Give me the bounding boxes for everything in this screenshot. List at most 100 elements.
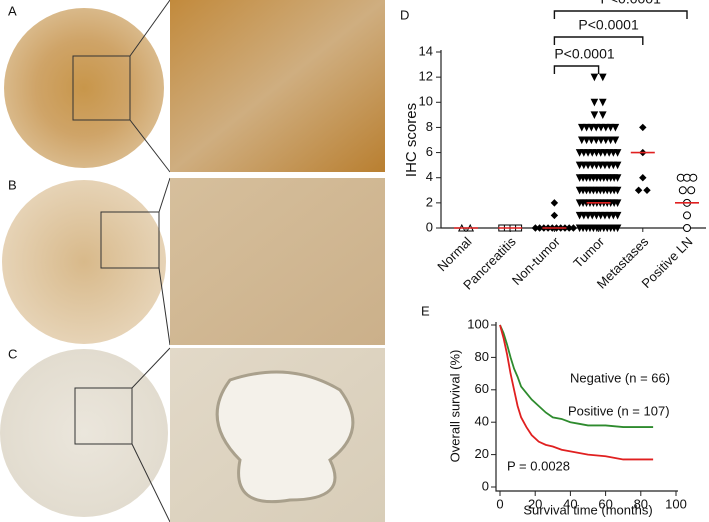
- y-tick-label: 6: [426, 144, 433, 159]
- zoom-line: [158, 267, 171, 346]
- panel-label: A: [8, 3, 17, 18]
- y-tick-label: 20: [475, 446, 489, 461]
- survival-curve: [499, 324, 654, 461]
- y-tick-label: 10: [419, 94, 433, 109]
- significance-bracket: [553, 65, 600, 74]
- p-value: P<0.0001: [578, 17, 639, 33]
- data-point: [582, 123, 591, 132]
- x-tick-label: 80: [634, 496, 648, 511]
- x-tick-label: 20: [528, 496, 542, 511]
- data-point: [597, 123, 605, 132]
- x-tick-label: 0: [496, 496, 503, 511]
- data-point: [683, 224, 691, 232]
- y-tick-label: 8: [426, 119, 433, 134]
- y-axis-label: Overall survival (%): [447, 350, 462, 463]
- y-tick-label: 40: [475, 414, 489, 429]
- tissue-core: [4, 8, 164, 168]
- zoom-box: [74, 387, 133, 445]
- data-point: [678, 186, 687, 195]
- data-point: [587, 123, 596, 132]
- panel-label: D: [400, 7, 409, 22]
- x-tick-label: 100: [665, 496, 687, 511]
- y-tick-label: 2: [426, 194, 433, 209]
- data-point: [689, 173, 698, 182]
- data-point: [613, 199, 622, 207]
- data-point: [606, 136, 615, 145]
- data-point: [639, 174, 647, 182]
- data-point: [577, 136, 586, 145]
- tissue-core: [0, 349, 168, 517]
- y-tick-label: 4: [426, 169, 433, 184]
- panel-label: C: [8, 346, 17, 361]
- data-point: [569, 224, 578, 232]
- y-tick-label: 80: [475, 349, 489, 364]
- axis-line: [495, 322, 678, 492]
- x-tick-label: 40: [563, 496, 577, 511]
- data-point: [613, 224, 622, 233]
- data-point: [611, 123, 620, 132]
- y-axis-label: IHC scores: [403, 103, 420, 177]
- zoom-line: [158, 177, 171, 213]
- data-point: [598, 111, 607, 119]
- data-point: [613, 161, 622, 170]
- data-point: [643, 186, 651, 194]
- p-value: P<0.0001: [601, 0, 662, 7]
- data-point: [590, 73, 599, 82]
- micrograph: [170, 0, 385, 172]
- survival-curve: [499, 324, 654, 428]
- x-tick-label: 60: [598, 496, 612, 511]
- x-tick-label: Tumor: [570, 233, 607, 270]
- data-point: [587, 136, 596, 145]
- y-tick-label: 12: [419, 69, 433, 84]
- axis-line: [440, 50, 706, 229]
- data-point: [550, 199, 559, 207]
- zoom-line: [131, 443, 171, 522]
- data-point: [613, 186, 622, 195]
- legend-label: Positive (n = 107): [568, 403, 670, 418]
- data-point: [687, 186, 696, 195]
- gland: [215, 370, 355, 504]
- data-point: [598, 73, 607, 82]
- data-point: [590, 98, 599, 107]
- x-tick-label: Non-tumor: [509, 233, 564, 288]
- zoom-line: [129, 0, 171, 57]
- data-point: [613, 174, 622, 182]
- y-tick-label: 60: [475, 381, 489, 396]
- data-point: [592, 136, 601, 145]
- tissue-core: [2, 180, 166, 344]
- significance-bracket: [553, 10, 688, 19]
- data-point: [597, 136, 605, 145]
- data-point: [613, 149, 622, 157]
- data-point: [590, 111, 599, 119]
- zoom-box: [100, 211, 160, 269]
- data-point: [550, 211, 559, 220]
- y-tick-label: 14: [419, 43, 433, 58]
- micrographs: A B C: [0, 0, 385, 522]
- data-point: [606, 123, 615, 132]
- data-point: [598, 98, 607, 107]
- zoom-line: [131, 347, 171, 389]
- data-point: [592, 123, 601, 132]
- p-value: P<0.0001: [554, 46, 615, 62]
- data-point: [577, 123, 586, 132]
- panel-label: E: [421, 303, 430, 318]
- zoom-line: [129, 119, 171, 173]
- micrograph: [170, 178, 385, 345]
- y-tick-label: 0: [426, 219, 433, 234]
- data-point: [639, 123, 647, 132]
- legend-label: Negative (n = 66): [570, 370, 670, 385]
- y-tick-label: 0: [482, 478, 489, 493]
- data-point: [582, 136, 591, 145]
- panel-label: B: [8, 177, 17, 192]
- zoom-box: [72, 55, 131, 121]
- data-point: [683, 211, 691, 220]
- y-tick-label: 100: [467, 316, 489, 331]
- x-axis-label: Survival time (months): [523, 502, 652, 517]
- data-point: [601, 123, 610, 132]
- data-point: [634, 186, 643, 194]
- x-tick-label: Normal: [434, 234, 474, 274]
- p-value: P = 0.0028: [507, 458, 570, 473]
- significance-bracket: [553, 36, 644, 45]
- data-point: [611, 136, 620, 145]
